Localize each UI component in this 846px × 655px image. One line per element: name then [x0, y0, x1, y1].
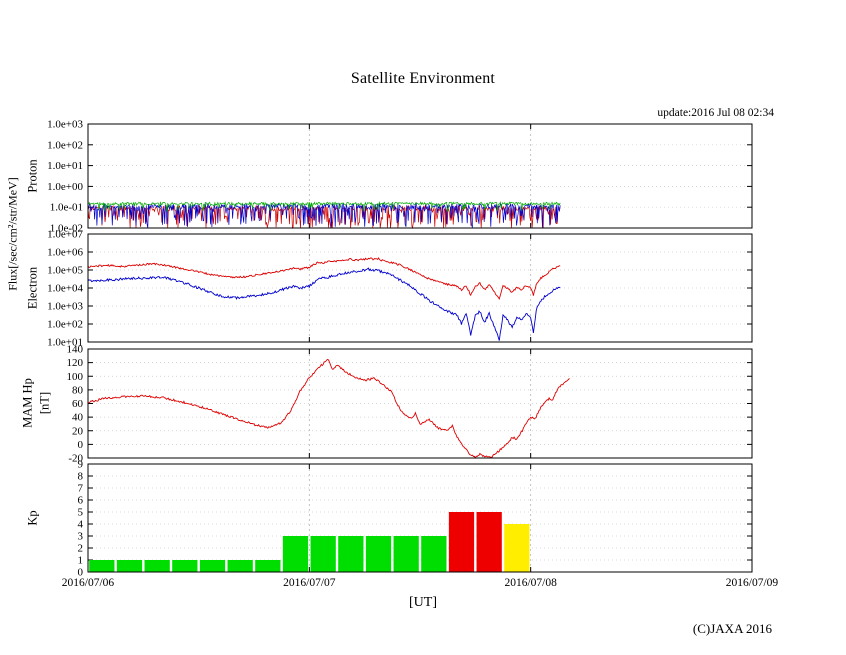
series-proton-green — [87, 200, 561, 213]
y-tick-label: 1.0e+01 — [47, 160, 83, 172]
y-tick-label: 60 — [72, 398, 84, 410]
kp-bar — [144, 560, 170, 572]
y-tick-label: 1.0e+02 — [47, 139, 83, 151]
x-tick-label: 2016/07/08 — [504, 577, 557, 589]
y-tick-label: 40 — [72, 412, 84, 424]
panel-border — [87, 463, 753, 573]
panel-proton: 1.0e+03 1.0e+02 1.0e+01 1.0e+00 1.0e-01 1.0e-… — [47, 119, 753, 235]
y-tick-label: 140 — [67, 344, 84, 356]
x-tick-label: 2016/07/09 — [726, 577, 779, 589]
series-electron-blue — [87, 267, 561, 341]
mam-hp-panel-label: MAM Hp — [20, 378, 35, 428]
y-tick-label: 80 — [72, 384, 84, 396]
kp-bar — [504, 524, 530, 572]
kp-bar — [310, 536, 336, 572]
series-electron-red — [87, 257, 561, 300]
kp-bar — [199, 560, 226, 572]
y-tick-label: 1.0e+01 — [47, 337, 83, 349]
y-tick-label: 1.0e+03 — [47, 301, 83, 313]
y-tick-label: 4 — [78, 519, 84, 531]
kp-bar — [255, 560, 281, 572]
series-proton-blue — [87, 202, 561, 229]
y-tick-label: 1.0e-01 — [50, 202, 83, 214]
y-tick-label: 8 — [78, 471, 84, 483]
series-hp — [88, 358, 570, 459]
series-proton-red — [87, 204, 561, 230]
y-tick-label: -20 — [68, 453, 83, 465]
panel-border — [87, 348, 753, 459]
y-tick-label: 1.0e+02 — [47, 319, 83, 331]
kp-bar — [476, 512, 502, 572]
y-tick-label: 1.0e+05 — [47, 265, 83, 277]
x-tick-label: 2016/07/07 — [283, 577, 336, 589]
kp-bar — [338, 536, 364, 572]
y-tick-label: 7 — [78, 483, 84, 495]
y-tick-label: 20 — [72, 425, 84, 437]
y-tick-label: 1.0e+04 — [47, 283, 83, 295]
kp-bar — [282, 536, 309, 572]
y-tick-label: 9 — [78, 459, 84, 471]
electron-panel-label: Electron — [25, 266, 40, 310]
kp-bar — [393, 536, 419, 572]
y-tick-label: 6 — [78, 495, 84, 507]
kp-bar — [365, 536, 392, 572]
panel-border — [87, 233, 753, 343]
y-tick-label: 3 — [78, 531, 84, 543]
panel-border — [87, 123, 753, 229]
y-tick-label: 1 — [78, 555, 84, 567]
kp-bar — [172, 560, 198, 572]
y-tick-label: 5 — [78, 507, 84, 519]
kp-bar — [448, 512, 475, 572]
y-tick-label: 100 — [67, 371, 84, 383]
y-tick-label: 1.0e+03 — [47, 119, 83, 131]
copyright: (C)JAXA 2016 — [692, 621, 772, 636]
y-tick-label: 0 — [78, 567, 84, 579]
kp-bar — [89, 560, 115, 572]
y-tick-label: 120 — [67, 357, 84, 369]
chart-title: Satellite Environment — [350, 70, 496, 87]
x-axis-label: [UT] — [409, 595, 437, 610]
kp-bar — [421, 536, 447, 572]
y-tick-label: 2 — [78, 543, 84, 555]
mam-hp-unit-label: [nT] — [37, 391, 52, 415]
kp-bar — [116, 560, 143, 572]
proton-panel-label: Proton — [25, 159, 40, 193]
kp-panel-label: Kp — [25, 510, 40, 526]
y-tick-label: 1.0e+06 — [47, 247, 83, 259]
y-tick-label: 1.0e-02 — [50, 223, 83, 235]
y-tick-label: 0 — [78, 439, 84, 451]
update-timestamp: update:2016 Jul 08 02:34 — [657, 107, 774, 119]
flux-axis-label: Flux[/sec/cm²/str/MeV] — [5, 177, 20, 291]
panel-electron: 1.0e+07 1.0e+06 1.0e+05 1.0e+04 1.0e+03 1.0e+… — [47, 229, 753, 349]
kp-bar — [227, 560, 253, 572]
y-tick-label: 1.0e+00 — [47, 181, 83, 193]
x-tick-label: 2016/07/06 — [62, 577, 115, 589]
y-tick-label: 1.0e+07 — [47, 229, 83, 241]
